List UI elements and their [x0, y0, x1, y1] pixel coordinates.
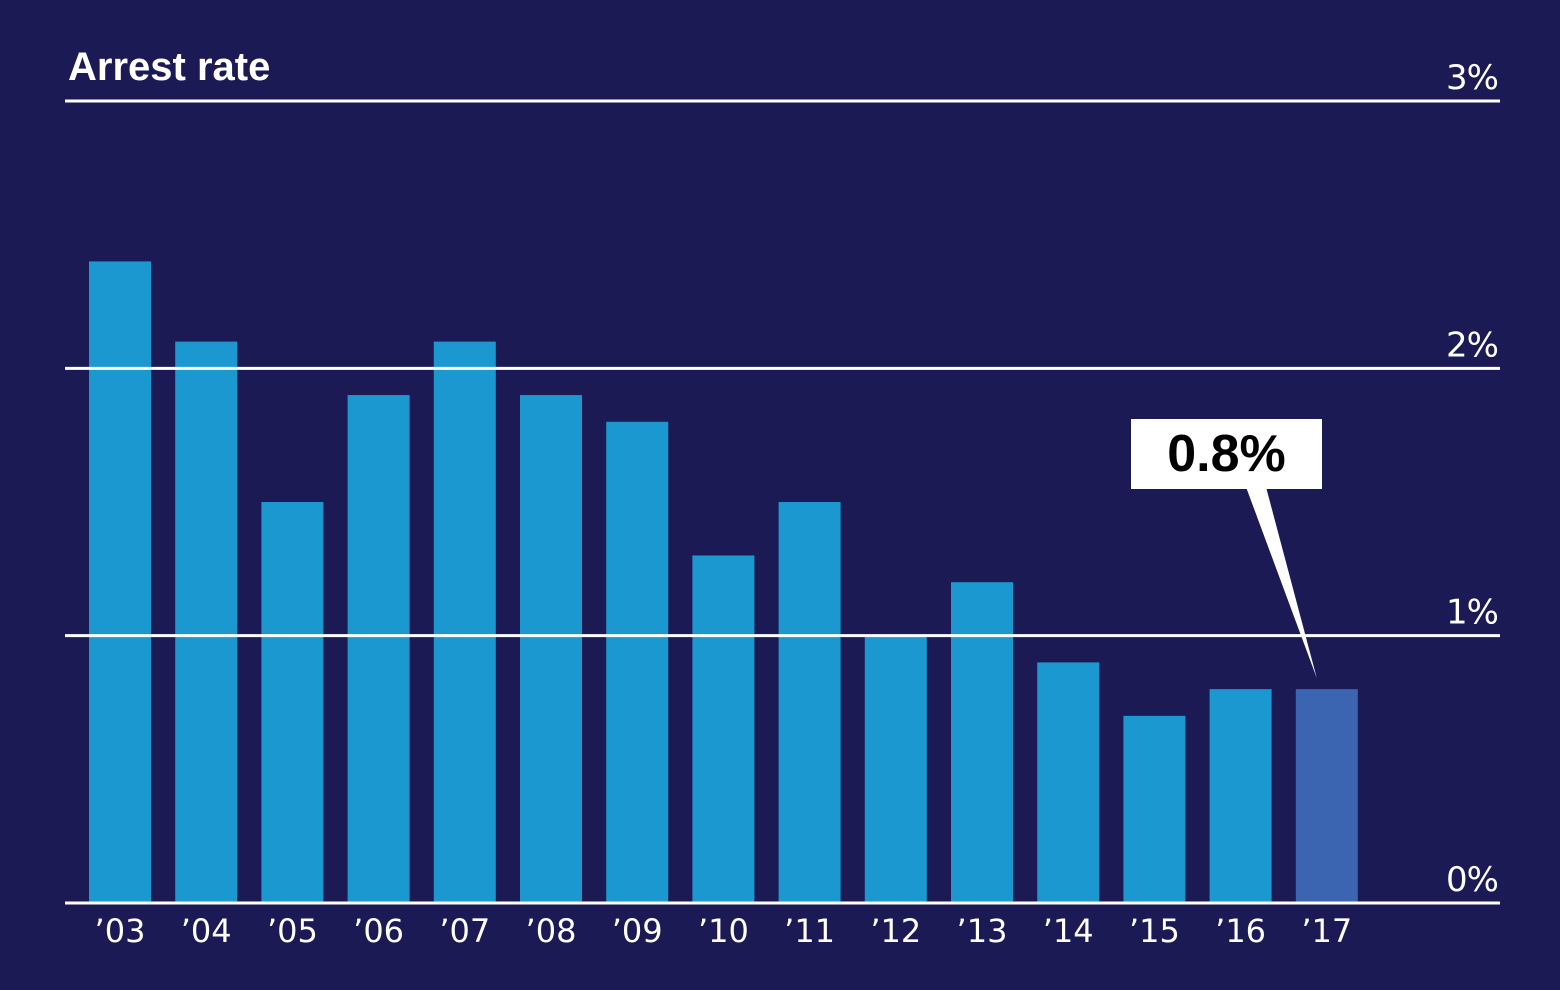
x-tick-label-14: ’17	[1301, 912, 1352, 950]
bar-1	[175, 341, 238, 904]
x-tick-label-1: ’04	[181, 912, 232, 950]
y-tick-label-3: 3%	[1446, 58, 1498, 98]
callout-pointer	[1246, 487, 1317, 679]
bar-7	[692, 555, 755, 903]
bar-2	[261, 502, 324, 903]
x-tick-label-5: ’08	[526, 912, 577, 950]
x-tick-label-4: ’07	[439, 912, 490, 950]
x-tick-label-3: ’06	[353, 912, 404, 950]
x-tick-label-8: ’11	[784, 912, 835, 950]
x-tick-label-9: ’12	[870, 912, 921, 950]
x-tick-label-11: ’14	[1043, 912, 1094, 950]
gridlines	[65, 99, 1500, 905]
bar-5	[520, 395, 582, 903]
bar-8	[778, 502, 841, 903]
y-tick-label-1: 1%	[1446, 593, 1498, 633]
bars	[89, 261, 1358, 904]
bar-13	[1209, 689, 1272, 903]
y-tick-label-0: 0%	[1446, 860, 1498, 900]
x-tick-label-12: ’15	[1129, 912, 1180, 950]
bar-3	[347, 395, 410, 903]
bar-0	[89, 261, 151, 903]
bar-11	[1037, 662, 1100, 903]
callout-label: 0.8%	[1167, 425, 1286, 483]
bar-14	[1295, 689, 1358, 903]
bar-6	[606, 421, 669, 903]
x-tick-label-2: ’05	[267, 912, 318, 950]
x-tick-label-0: ’03	[95, 912, 146, 950]
x-tick-label-7: ’10	[698, 912, 749, 950]
x-tick-label-6: ’09	[612, 912, 663, 950]
bar-4	[433, 341, 496, 904]
x-axis-ticks: ’03 ’04 ’05 ’06 ’07 ’08 ’09 ’10 ’11 ’12 ’13 ’14 ’15 ’…	[95, 912, 1353, 950]
bar-9	[864, 635, 927, 903]
chart-title: Arrest rate	[68, 45, 270, 89]
y-axis-ticks: 0% 1% 2% 3%	[1446, 58, 1499, 900]
value-callout: 0.8%	[1131, 419, 1322, 679]
x-tick-label-10: ’13	[957, 912, 1008, 950]
x-tick-label-13: ’16	[1215, 912, 1266, 950]
y-tick-label-2: 2%	[1446, 325, 1498, 365]
callout-box	[1131, 419, 1322, 489]
bar-10	[951, 582, 1013, 903]
bar-12	[1123, 715, 1186, 903]
